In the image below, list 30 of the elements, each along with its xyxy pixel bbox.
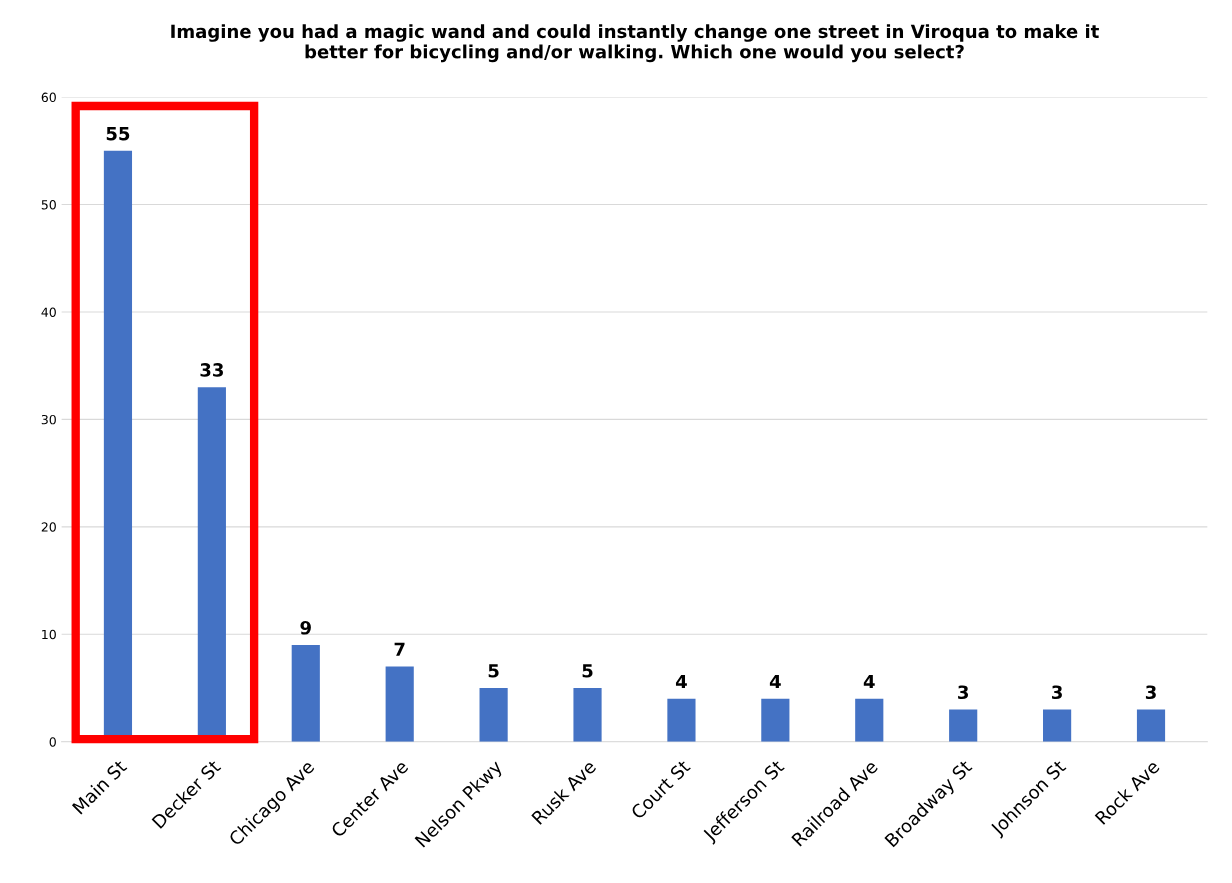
- bar: [949, 709, 978, 742]
- data-label: 7: [394, 642, 405, 656]
- y-tick-label: 40: [41, 307, 56, 317]
- data-label: 4: [863, 674, 875, 689]
- bar: [855, 698, 884, 742]
- y-tick-label: 10: [42, 629, 56, 640]
- bar: [291, 645, 320, 742]
- data-label: 3: [958, 685, 969, 700]
- y-tick-label: 50: [41, 200, 56, 210]
- y-tick-label: 60: [41, 92, 56, 103]
- bar: [667, 698, 696, 742]
- bar: [385, 666, 414, 742]
- data-label: 4: [675, 674, 687, 689]
- data-label: 9: [300, 620, 311, 635]
- bar: [479, 688, 508, 742]
- data-label: 33: [200, 363, 223, 377]
- bar: [1136, 709, 1166, 742]
- bar: [1043, 709, 1072, 742]
- data-label: 3: [1145, 685, 1156, 700]
- data-label: 3: [1052, 685, 1062, 700]
- y-tick-label: 20: [41, 522, 56, 532]
- chart-title: Imagine you had a magic wand and could instantly change one street in Viroqua to make it better for bicycling and/or walking. Which one would you select?: [171, 24, 1099, 63]
- data-label: 4: [769, 674, 781, 689]
- data-label: 55: [106, 126, 130, 141]
- y-tick-label: 0: [49, 737, 56, 747]
- data-label: 5: [582, 664, 593, 678]
- y-tick-label: 30: [41, 414, 56, 425]
- bar: [761, 698, 790, 742]
- bar: [573, 688, 602, 742]
- data-label: 5: [488, 664, 499, 678]
